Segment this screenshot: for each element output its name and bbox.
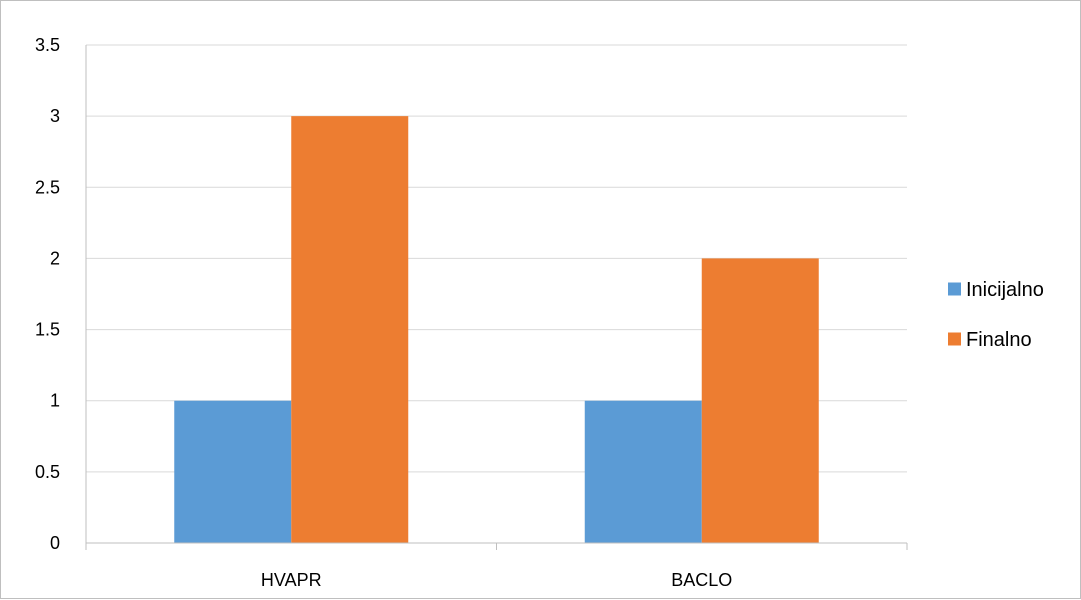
legend-swatch-finalno <box>948 332 961 346</box>
bar-finalno-hvapr <box>291 116 409 544</box>
y-tick-label: 0 <box>50 533 60 553</box>
y-tick-labels: 0 0.5 1 1.5 2 2.5 3 3.5 <box>35 35 60 553</box>
y-tick-label: 1 <box>50 391 60 411</box>
bar-inicijalno-hvapr <box>174 400 292 543</box>
y-tick-label: 0.5 <box>35 462 60 482</box>
x-tick-label: BACLO <box>671 570 732 590</box>
x-tick-label: HVAPR <box>261 570 322 590</box>
axes <box>85 45 908 550</box>
y-tick-label: 2 <box>50 248 60 268</box>
bar-inicijalno-baclo <box>584 400 702 543</box>
y-tick-label: 2.5 <box>35 177 60 197</box>
y-tick-label: 3 <box>50 106 60 126</box>
bars <box>174 116 819 544</box>
bar-finalno-baclo <box>701 258 819 543</box>
x-tick-labels: HVAPR BACLO <box>261 570 732 590</box>
y-tick-label: 3.5 <box>35 35 60 55</box>
y-tick-label: 1.5 <box>35 320 60 340</box>
legend: Inicijalno Finalno <box>948 279 1044 351</box>
legend-label-inicijalno: Inicijalno <box>966 279 1044 301</box>
legend-label-finalno: Finalno <box>966 329 1032 351</box>
legend-swatch-inicijalno <box>948 282 961 296</box>
